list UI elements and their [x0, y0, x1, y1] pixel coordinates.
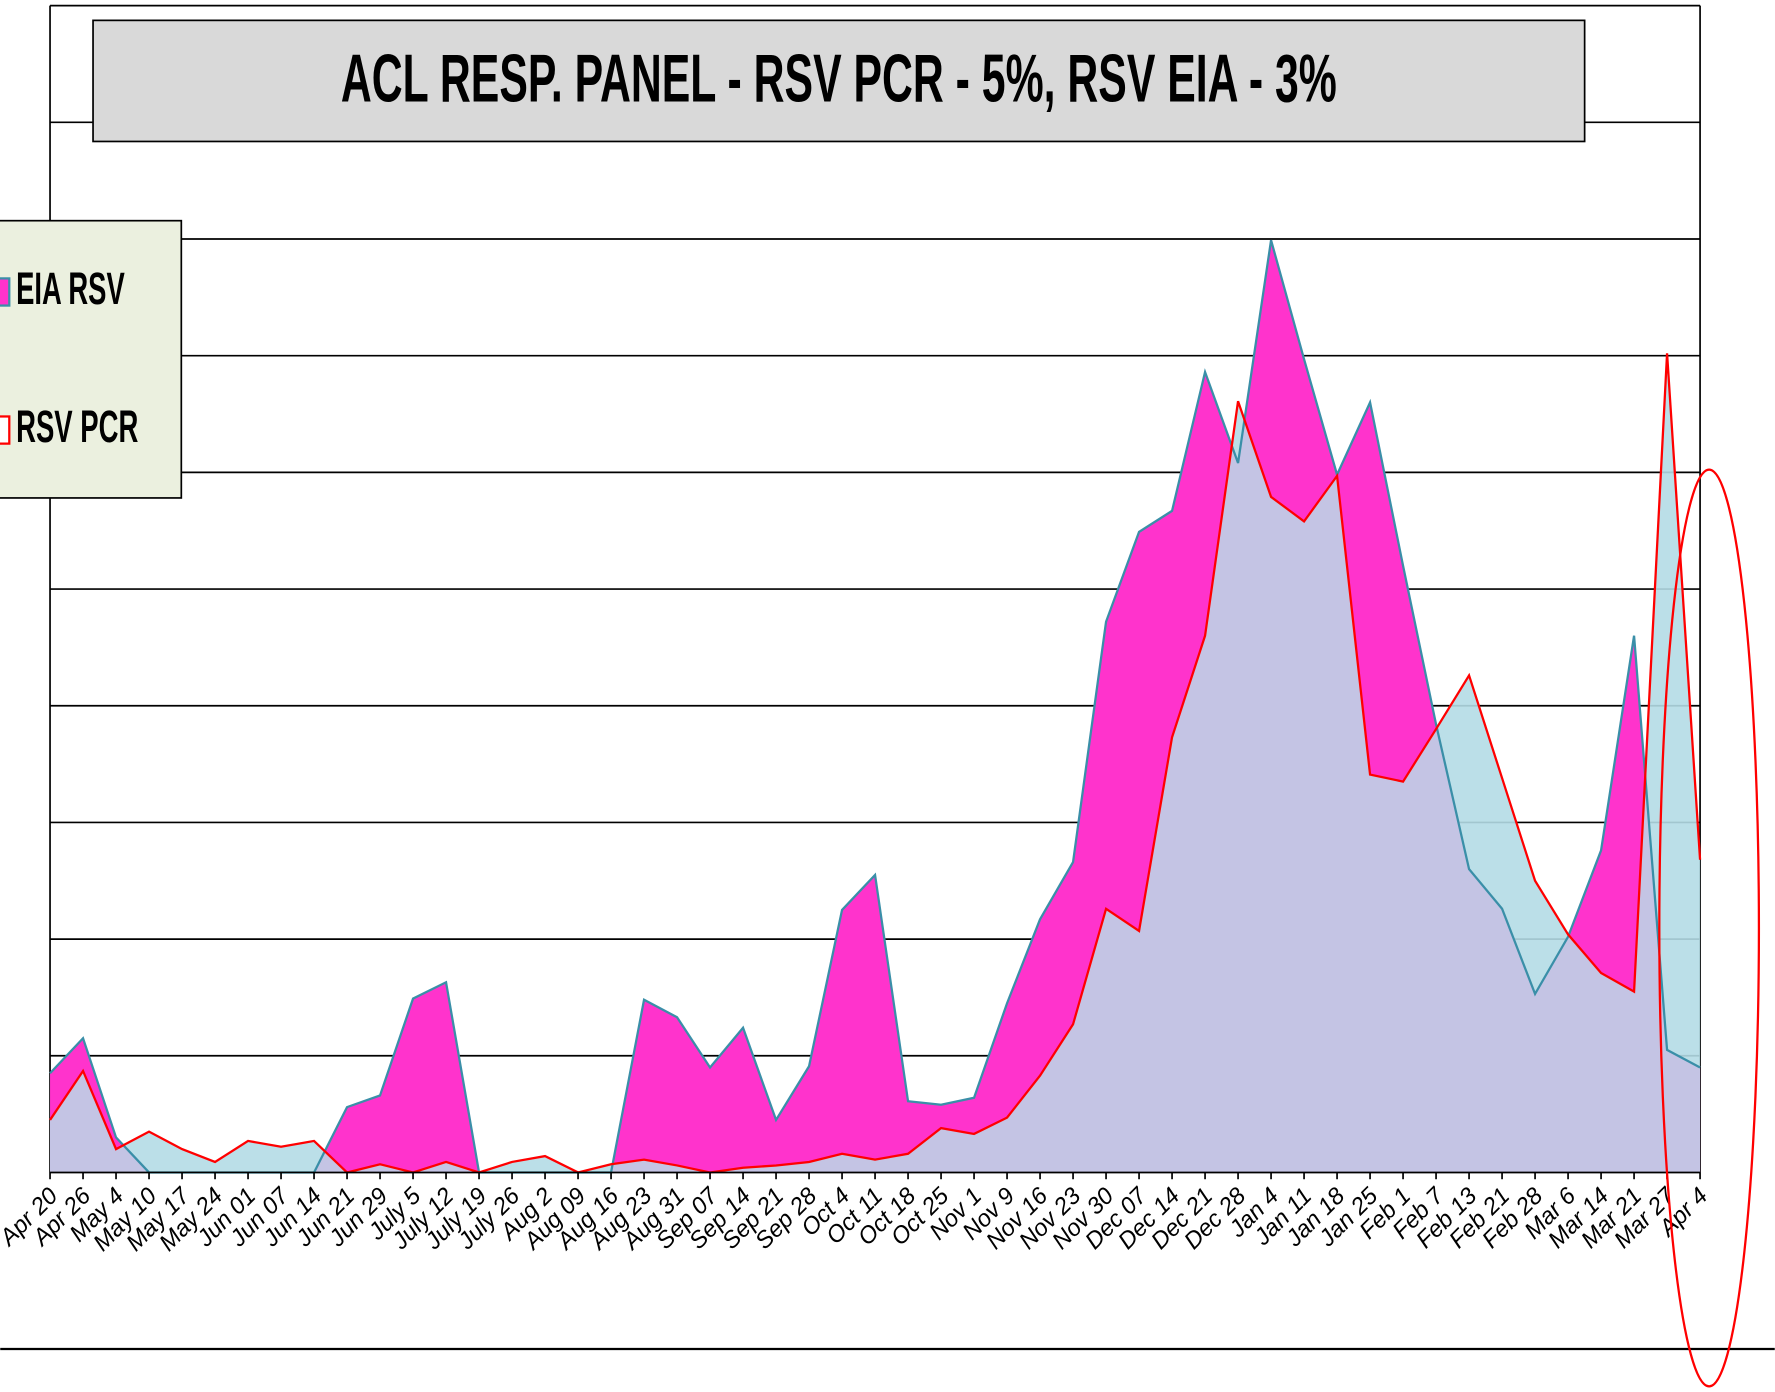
legend-swatch: [0, 277, 11, 307]
chart-title: ACL RESP. PANEL - RSV PCR - 5%, RSV EIA …: [341, 42, 1337, 117]
line: [49, 353, 1702, 1174]
annotation-ellipse: [1658, 468, 1761, 1388]
area-overlap: [50, 353, 1701, 1173]
legend-label: EIA RSV: [16, 263, 125, 314]
title-box: [92, 19, 1586, 143]
legend-swatch: [0, 415, 11, 445]
legend-label: RSV PCR: [16, 401, 138, 452]
legend-box: [0, 219, 183, 499]
